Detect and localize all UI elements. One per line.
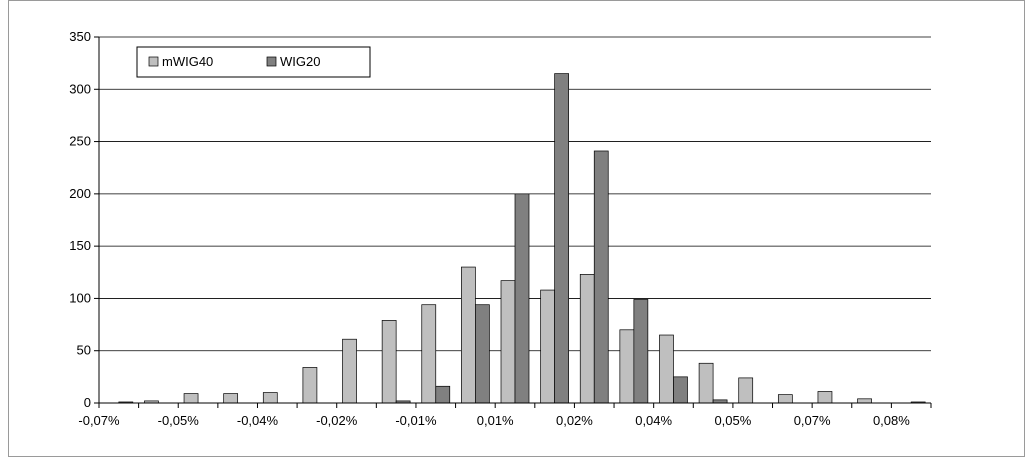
x-tick-label: -0,01% bbox=[395, 413, 437, 428]
x-tick-label: -0,04% bbox=[237, 413, 279, 428]
x-axis-ticks: -0,07% -0,05% -0,04% -0,02% -0,01% 0,01% 0,02%… bbox=[78, 403, 932, 428]
bar-mwig40-16 bbox=[738, 377, 754, 404]
bar-mwig40-12 bbox=[579, 274, 595, 404]
y-tick-label: 100 bbox=[69, 290, 91, 305]
legend-swatch-mwig40 bbox=[148, 56, 159, 67]
bar-mwig40-15 bbox=[698, 362, 714, 404]
y-tick-label: 200 bbox=[69, 186, 91, 201]
y-tick-label: 150 bbox=[69, 238, 91, 253]
bar-mwig40-11 bbox=[540, 289, 555, 404]
bar-wig20-9 bbox=[475, 304, 490, 404]
x-tick-label: -0,02% bbox=[316, 413, 358, 428]
bar-mwig40-17 bbox=[777, 394, 793, 404]
bar-wig20-8 bbox=[435, 385, 451, 404]
legend: mWIG40 WIG20 bbox=[136, 46, 371, 78]
legend-box bbox=[136, 46, 371, 78]
bar-mwig40-13 bbox=[619, 329, 635, 404]
bar-mwig40-3 bbox=[223, 393, 239, 404]
x-tick-label: 0,01% bbox=[477, 413, 514, 428]
bar-wig20-14 bbox=[673, 376, 688, 404]
x-tick-label: 0,05% bbox=[714, 413, 751, 428]
bar-mwig40-8 bbox=[421, 304, 437, 404]
x-tick-label: 0,02% bbox=[556, 413, 593, 428]
bar-mwig40-5 bbox=[302, 367, 318, 404]
bar-mwig40-19 bbox=[857, 398, 872, 404]
x-tick-label: 0,04% bbox=[635, 413, 672, 428]
legend-label-wig20: WIG20 bbox=[280, 54, 320, 69]
bar-mwig40-9 bbox=[461, 266, 476, 404]
bar-mwig40-14 bbox=[659, 334, 674, 404]
y-tick-label: 0 bbox=[84, 395, 91, 410]
bar-mwig40-7 bbox=[381, 320, 397, 404]
bar-mwig40-6 bbox=[342, 338, 357, 404]
bar-mwig40-2 bbox=[183, 393, 199, 404]
bar-mwig40-10 bbox=[500, 280, 516, 404]
bar-wig20-12 bbox=[593, 150, 609, 404]
bars bbox=[118, 73, 926, 404]
x-tick-label: -0,05% bbox=[158, 413, 200, 428]
y-tick-label: 300 bbox=[69, 81, 91, 96]
chart-frame: 0 50 100 150 200 250 300 350 -0,07% -0,05% -0,04%… bbox=[8, 0, 1025, 457]
bar-mwig40-18 bbox=[817, 391, 833, 404]
x-tick-label: 0,07% bbox=[794, 413, 831, 428]
bar-wig20-11 bbox=[554, 73, 569, 404]
axes bbox=[98, 37, 931, 404]
legend-swatch-wig20 bbox=[266, 56, 277, 67]
x-tick-label: -0,07% bbox=[78, 413, 120, 428]
legend-label-mwig40: mWIG40 bbox=[162, 54, 213, 69]
x-tick-label: 0,08% bbox=[873, 413, 910, 428]
bar-wig20-13 bbox=[633, 299, 649, 404]
y-tick-label: 250 bbox=[69, 134, 91, 149]
y-tick-label: 350 bbox=[69, 29, 91, 44]
bar-wig20-10 bbox=[514, 193, 530, 404]
bar-mwig40-4 bbox=[262, 392, 278, 404]
y-tick-label: 50 bbox=[77, 343, 91, 358]
bar-chart: 0 50 100 150 200 250 300 350 -0,07% -0,05% -0,04%… bbox=[69, 29, 932, 428]
y-axis-ticks: 0 50 100 150 200 250 300 350 bbox=[69, 29, 99, 410]
